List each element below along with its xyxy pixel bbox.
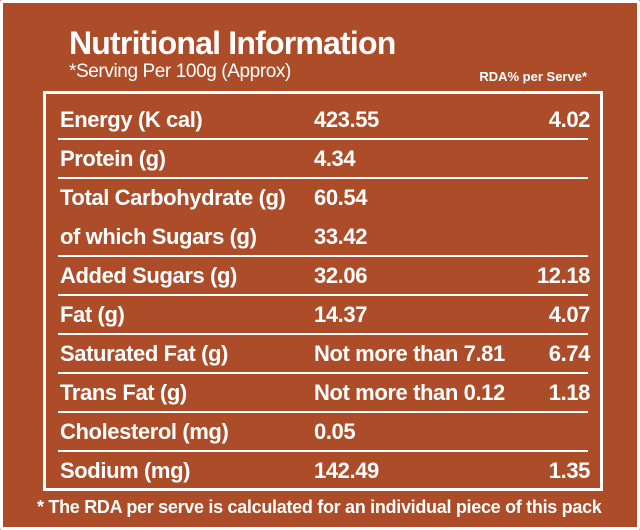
- table-row: Saturated Fat (g) Not more than 7.81 6.7…: [46, 334, 600, 374]
- nutrient-rda: 6.74: [548, 341, 591, 366]
- table-row: of which Sugars (g) 33.42: [46, 217, 600, 257]
- nutrient-label: Protein (g): [60, 146, 166, 171]
- nutrient-rda: 1.35: [548, 458, 591, 483]
- nutrient-value: Not more than 7.81: [314, 341, 505, 366]
- nutrition-table: Energy (K cal) 423.55 4.02 Protein (g) 4…: [43, 91, 603, 491]
- table-row: Total Carbohydrate (g) 60.54: [46, 178, 600, 217]
- nutrient-value: 14.37: [314, 302, 368, 327]
- nutrient-value: 142.49: [314, 458, 379, 483]
- nutrient-value: 32.06: [314, 263, 368, 288]
- nutrient-label: of which Sugars (g): [60, 224, 257, 249]
- nutrient-rda: 4.07: [548, 302, 591, 327]
- nutrient-label: Energy (K cal): [60, 107, 203, 132]
- rda-footnote: * The RDA per serve is calculated for an…: [37, 497, 602, 517]
- nutrient-value: 4.34: [314, 146, 356, 171]
- nutrient-label: Cholesterol (mg): [60, 419, 229, 444]
- nutrient-value: Not more than 0.12: [314, 380, 505, 405]
- nutrient-rda: 1.18: [548, 380, 591, 405]
- rda-column-header: RDA% per Serve*: [479, 69, 587, 84]
- serving-note: *Serving Per 100g (Approx): [69, 61, 291, 82]
- table-row: Cholesterol (mg) 0.05: [46, 412, 600, 452]
- nutrient-label: Total Carbohydrate (g): [60, 185, 286, 210]
- table-row: Trans Fat (g) Not more than 0.12 1.18: [46, 373, 600, 413]
- nutrient-value: 423.55: [314, 107, 379, 132]
- nutrient-value: 33.42: [314, 224, 368, 249]
- table-row: Sodium (mg) 142.49 1.35: [46, 451, 600, 490]
- nutrient-label: Saturated Fat (g): [60, 341, 228, 366]
- page-title: Nutritional Information: [69, 25, 396, 61]
- table-row: Fat (g) 14.37 4.07: [46, 295, 600, 335]
- nutrient-value: 60.54: [314, 185, 368, 210]
- table-row: Protein (g) 4.34: [46, 139, 600, 179]
- nutrient-label: Added Sugars (g): [60, 263, 237, 288]
- nutrient-rda: 4.02: [548, 107, 591, 132]
- table-row: Added Sugars (g) 32.06 12.18: [46, 256, 600, 296]
- table-row: Energy (K cal) 423.55 4.02: [46, 100, 600, 140]
- nutrient-label: Sodium (mg): [60, 458, 191, 483]
- nutrient-label: Trans Fat (g): [60, 380, 187, 405]
- nutrient-label: Fat (g): [60, 302, 125, 327]
- nutrient-value: 0.05: [314, 419, 356, 444]
- nutrient-rda: 12.18: [536, 263, 590, 288]
